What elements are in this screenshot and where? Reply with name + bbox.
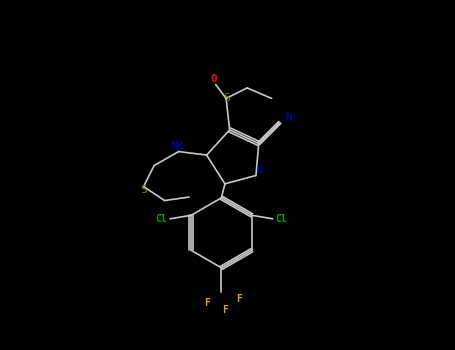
Text: Cl: Cl bbox=[156, 214, 167, 224]
Text: N: N bbox=[257, 165, 263, 175]
Text: F: F bbox=[204, 298, 210, 308]
Text: NH: NH bbox=[171, 141, 183, 151]
Text: N: N bbox=[285, 113, 292, 123]
Text: F: F bbox=[236, 294, 242, 304]
Text: Cl: Cl bbox=[276, 214, 288, 224]
Text: S: S bbox=[140, 185, 147, 195]
Text: O: O bbox=[211, 74, 217, 84]
Text: F: F bbox=[222, 305, 228, 315]
Text: S: S bbox=[223, 93, 229, 104]
